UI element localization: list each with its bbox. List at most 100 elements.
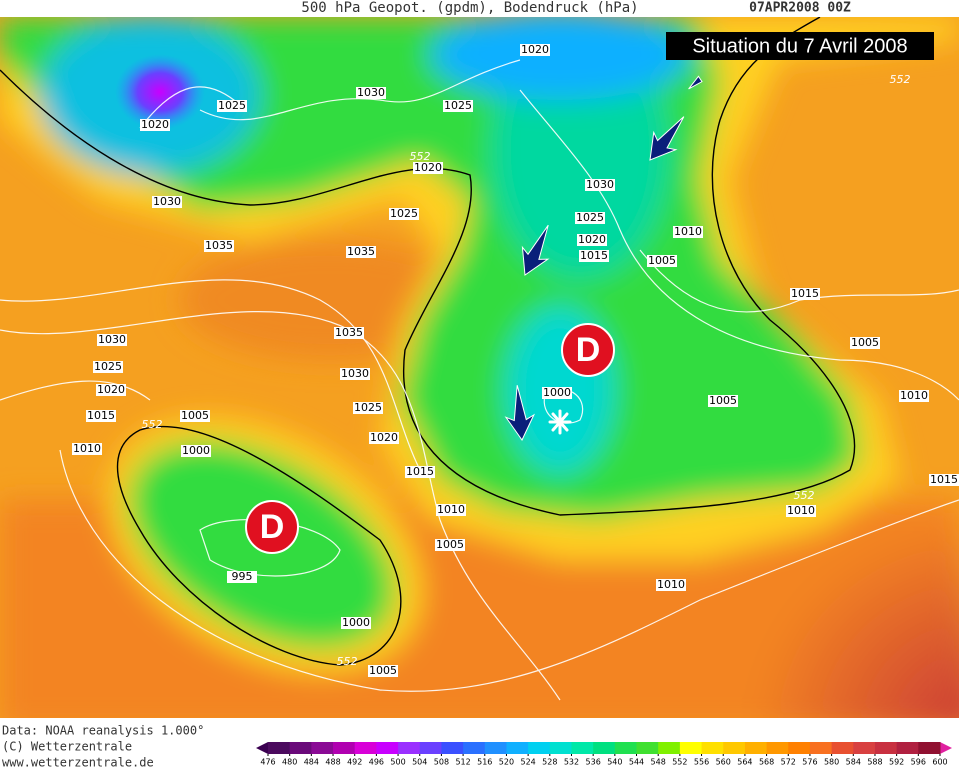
isobar-label: 1015 xyxy=(580,249,608,262)
colorbar-tick-label: 476 xyxy=(260,758,275,767)
isobar-label-bg xyxy=(786,505,816,517)
colorbar-tick-label: 600 xyxy=(932,758,947,767)
colorbar-swatch xyxy=(744,742,768,754)
height-label: 552 xyxy=(142,418,163,431)
isobar-label: 1015 xyxy=(930,473,958,486)
isobar-label: 1010 xyxy=(787,504,815,517)
isobar-label-bg xyxy=(340,368,370,380)
isobar-label: 1000 xyxy=(182,444,210,457)
isobar-label-bg xyxy=(443,100,473,112)
isobar-label: 1015 xyxy=(791,287,819,300)
isobar-label-bg xyxy=(520,44,550,56)
isobar-label: 1020 xyxy=(370,431,398,444)
isobar-label: 1005 xyxy=(436,538,464,551)
colorbar-swatch xyxy=(701,742,724,754)
isobar-label-bg xyxy=(341,617,371,629)
isobar-label: 1035 xyxy=(335,326,363,339)
isobar-label: 1030 xyxy=(153,195,181,208)
colorbar-swatch xyxy=(441,742,464,754)
colorbar-tick-label: 592 xyxy=(889,758,904,767)
height-label: 552 xyxy=(794,489,815,502)
isobar-label: 1020 xyxy=(521,43,549,56)
colorbar-tick-label: 548 xyxy=(651,758,666,767)
isobar-label: 1020 xyxy=(97,383,125,396)
isobar-label: 1005 xyxy=(709,394,737,407)
isobar-label: 1005 xyxy=(851,336,879,349)
colorbar-tick-label: 488 xyxy=(325,758,340,767)
colorbar-tick-label: 536 xyxy=(586,758,601,767)
header-date: 07APR2008 00Z xyxy=(749,1,851,16)
colorbar-swatch xyxy=(549,742,572,754)
colorbar-swatch xyxy=(658,742,681,754)
footer-line: Data: NOAA reanalysis 1.000° xyxy=(2,724,204,738)
isobar-label-bg xyxy=(346,246,376,258)
colorbar-over xyxy=(940,742,952,754)
colorbar-tick-label: 576 xyxy=(802,758,817,767)
colorbar-tick-label: 528 xyxy=(542,758,557,767)
isobar-label: 1010 xyxy=(674,225,702,238)
isobar-label: 1000 xyxy=(342,616,370,629)
isobar-label: 1025 xyxy=(576,211,604,224)
isobar-label: 1035 xyxy=(205,239,233,252)
isobar-label: 1025 xyxy=(444,99,472,112)
isobar-label: 1015 xyxy=(87,409,115,422)
colorbar-tick-label: 588 xyxy=(867,758,882,767)
colorbar-swatch xyxy=(766,742,789,754)
colorbar-swatch xyxy=(354,742,377,754)
isobar-label-bg xyxy=(204,240,234,252)
colorbar-swatch xyxy=(528,742,551,754)
isobar-label: 1010 xyxy=(900,389,928,402)
isobar-label: 995 xyxy=(232,570,253,583)
low-marker xyxy=(245,500,299,554)
colorbar-swatch xyxy=(506,742,529,754)
height-label: 552 xyxy=(410,150,431,163)
isobar-label-bg xyxy=(334,327,364,339)
isobar-label-bg xyxy=(929,474,959,486)
isobar-label-bg xyxy=(152,196,182,208)
colorbar-tick-label: 500 xyxy=(390,758,405,767)
colorbar-tick-label: 532 xyxy=(564,758,579,767)
isobar-label-bg xyxy=(227,571,257,583)
isobar-label: 1030 xyxy=(98,333,126,346)
isobar-label-bg xyxy=(436,504,466,516)
colorbar-swatch xyxy=(289,742,312,754)
colorbar-tick-label: 504 xyxy=(412,758,427,767)
colorbar-tick-label: 544 xyxy=(629,758,644,767)
isobar-label-bg xyxy=(353,402,383,414)
isobar-label-bg xyxy=(850,337,880,349)
isobar-label-bg xyxy=(181,445,211,457)
colorbar-swatch xyxy=(788,742,811,754)
isobar-label-bg xyxy=(577,234,607,246)
low-label: D xyxy=(260,508,285,546)
isobar-label-bg xyxy=(656,579,686,591)
colorbar-tick-label: 568 xyxy=(759,758,774,767)
isobar-label: 1020 xyxy=(414,161,442,174)
isobar-label: 1025 xyxy=(354,401,382,414)
footer-line: (C) Wetterzentrale xyxy=(2,740,132,754)
isobar-label: 1030 xyxy=(341,367,369,380)
isobar-label-bg xyxy=(140,119,170,131)
isobar-label: 1000 xyxy=(543,386,571,399)
colorbar-tick-label: 520 xyxy=(499,758,514,767)
colorbar-swatch xyxy=(874,742,898,754)
header-title: 500 hPa Geopot. (gpdm), Bodendruck (hPa) xyxy=(301,0,638,16)
isobar-label-bg xyxy=(579,250,609,262)
colorbar-tick-label: 552 xyxy=(672,758,687,767)
height-label: 552 xyxy=(337,655,358,668)
overlay-title: Situation du 7 Avril 2008 xyxy=(692,35,907,57)
colorbar-swatch xyxy=(809,742,833,754)
colorbar-swatch xyxy=(419,742,442,754)
low-label: D xyxy=(576,331,601,369)
isobar-label-bg xyxy=(673,226,703,238)
isobar-label-bg xyxy=(435,539,465,551)
colorbar-tick-label: 496 xyxy=(369,758,384,767)
colorbar-tick-label: 512 xyxy=(455,758,470,767)
colorbar-tick-label: 540 xyxy=(607,758,622,767)
isobar-label-bg xyxy=(217,100,247,112)
colorbar-tick-label: 564 xyxy=(737,758,752,767)
isobar-label-bg xyxy=(356,87,386,99)
isobar-label: 1010 xyxy=(437,503,465,516)
isobar-label: 1035 xyxy=(347,245,375,258)
